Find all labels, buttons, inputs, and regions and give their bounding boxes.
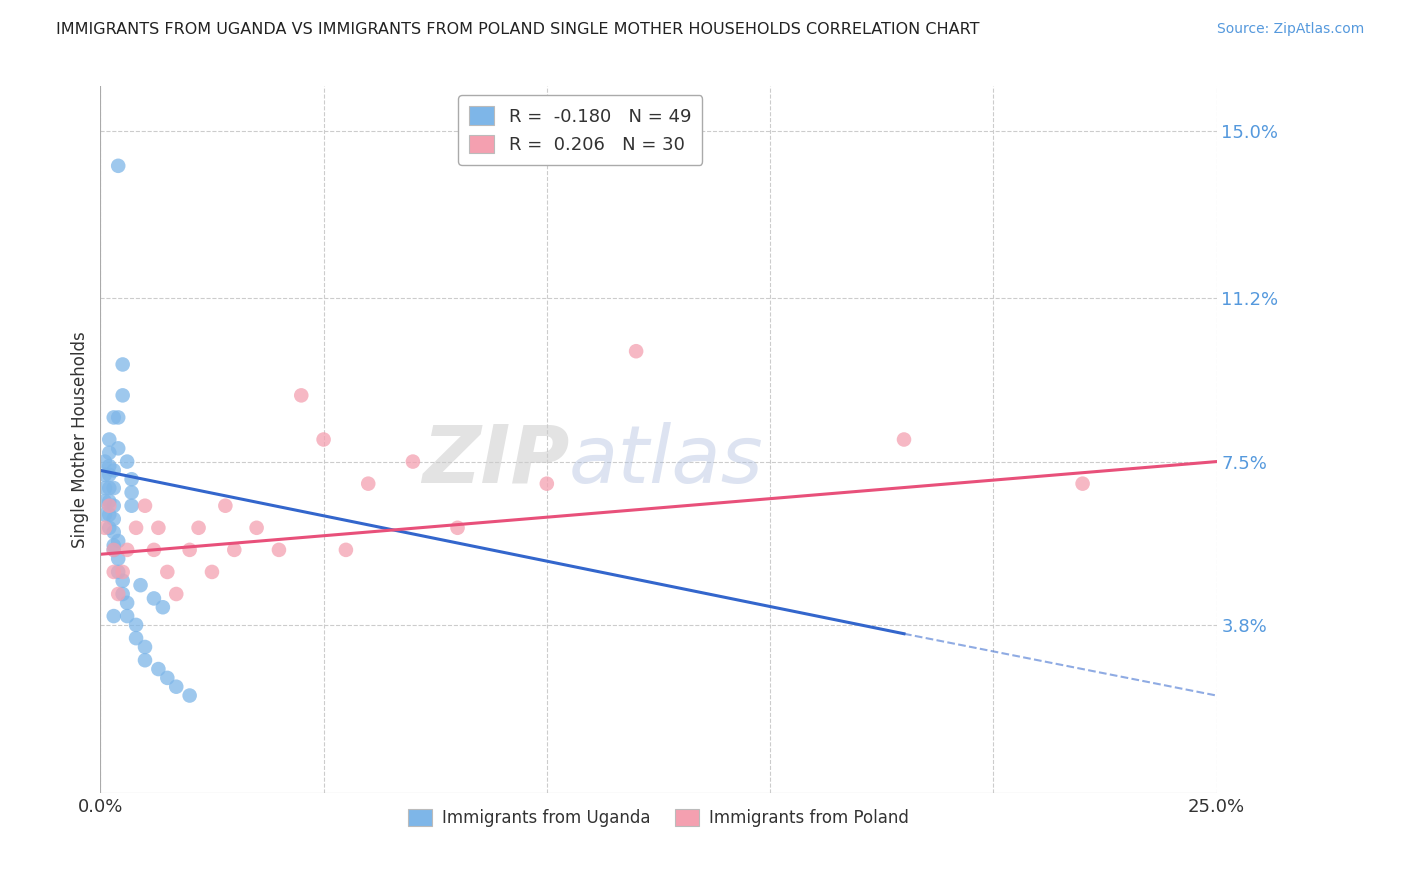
Point bbox=[98, 508, 121, 522]
Point bbox=[125, 618, 148, 632]
Point bbox=[94, 454, 117, 468]
Y-axis label: Single Mother Households: Single Mother Households bbox=[72, 331, 89, 548]
Point bbox=[115, 542, 138, 557]
Point bbox=[129, 578, 152, 592]
Point bbox=[103, 538, 125, 552]
Point bbox=[402, 454, 425, 468]
Point bbox=[94, 467, 117, 482]
Point bbox=[111, 565, 134, 579]
Point bbox=[103, 481, 125, 495]
Point bbox=[142, 542, 165, 557]
Point bbox=[179, 689, 201, 703]
Point bbox=[1071, 476, 1094, 491]
Point bbox=[187, 521, 209, 535]
Point bbox=[103, 463, 125, 477]
Point bbox=[103, 609, 125, 624]
Point bbox=[107, 565, 129, 579]
Point bbox=[94, 494, 117, 508]
Point bbox=[134, 499, 156, 513]
Point bbox=[98, 458, 121, 473]
Point bbox=[335, 542, 357, 557]
Point bbox=[94, 521, 117, 535]
Point bbox=[98, 499, 121, 513]
Point bbox=[357, 476, 380, 491]
Point bbox=[115, 454, 138, 468]
Point bbox=[107, 410, 129, 425]
Point bbox=[152, 600, 174, 615]
Point bbox=[103, 525, 125, 540]
Point bbox=[214, 499, 236, 513]
Point bbox=[107, 534, 129, 549]
Point bbox=[103, 499, 125, 513]
Point bbox=[98, 521, 121, 535]
Point bbox=[111, 587, 134, 601]
Point bbox=[148, 662, 170, 676]
Point bbox=[148, 521, 170, 535]
Point bbox=[125, 521, 148, 535]
Point bbox=[98, 481, 121, 495]
Point bbox=[107, 587, 129, 601]
Point bbox=[107, 551, 129, 566]
Point bbox=[107, 442, 129, 456]
Point bbox=[121, 472, 143, 486]
Point bbox=[246, 521, 269, 535]
Point bbox=[103, 565, 125, 579]
Point bbox=[115, 609, 138, 624]
Text: atlas: atlas bbox=[569, 422, 763, 500]
Point bbox=[290, 388, 312, 402]
Point bbox=[156, 565, 179, 579]
Point bbox=[165, 680, 187, 694]
Point bbox=[224, 542, 246, 557]
Point bbox=[121, 499, 143, 513]
Point bbox=[111, 358, 134, 372]
Point bbox=[201, 565, 224, 579]
Point bbox=[103, 410, 125, 425]
Point bbox=[267, 542, 290, 557]
Point bbox=[103, 542, 125, 557]
Text: Source: ZipAtlas.com: Source: ZipAtlas.com bbox=[1216, 22, 1364, 37]
Point bbox=[125, 631, 148, 645]
Point bbox=[94, 481, 117, 495]
Point bbox=[103, 512, 125, 526]
Point bbox=[107, 159, 129, 173]
Point bbox=[103, 542, 125, 557]
Point bbox=[98, 433, 121, 447]
Point bbox=[98, 467, 121, 482]
Point bbox=[179, 542, 201, 557]
Point bbox=[893, 433, 915, 447]
Text: IMMIGRANTS FROM UGANDA VS IMMIGRANTS FROM POLAND SINGLE MOTHER HOUSEHOLDS CORREL: IMMIGRANTS FROM UGANDA VS IMMIGRANTS FRO… bbox=[56, 22, 980, 37]
Point bbox=[446, 521, 468, 535]
Point bbox=[142, 591, 165, 606]
Point bbox=[156, 671, 179, 685]
Point bbox=[624, 344, 647, 359]
Point bbox=[312, 433, 335, 447]
Point bbox=[134, 653, 156, 667]
Point bbox=[121, 485, 143, 500]
Text: ZIP: ZIP bbox=[422, 422, 569, 500]
Point bbox=[134, 640, 156, 654]
Point bbox=[111, 574, 134, 588]
Point bbox=[98, 494, 121, 508]
Point bbox=[115, 596, 138, 610]
Point bbox=[94, 508, 117, 522]
Legend: Immigrants from Uganda, Immigrants from Poland: Immigrants from Uganda, Immigrants from … bbox=[402, 802, 915, 834]
Point bbox=[536, 476, 558, 491]
Point bbox=[165, 587, 187, 601]
Point bbox=[98, 446, 121, 460]
Point bbox=[111, 388, 134, 402]
